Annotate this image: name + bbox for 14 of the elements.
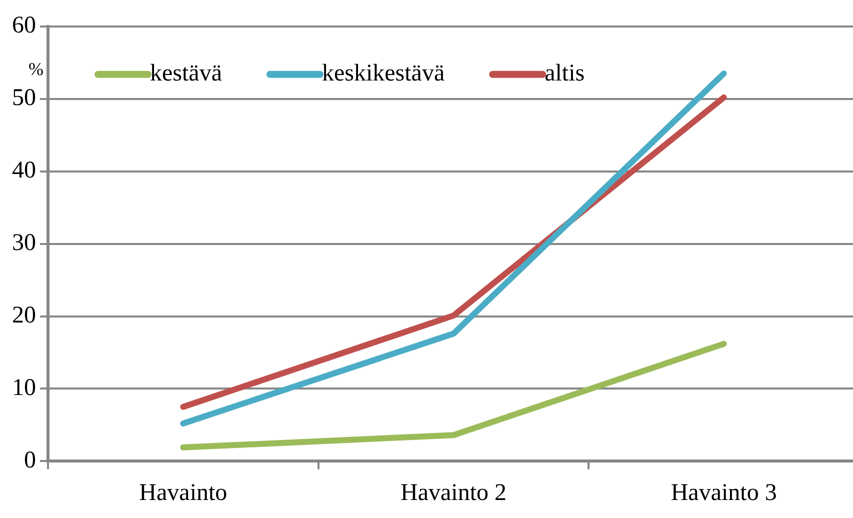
- legend-label: keskikestävä: [322, 60, 445, 87]
- legend-label: kestävä: [150, 60, 222, 87]
- x-tick-label: Havainto 3: [670, 480, 777, 506]
- y-tick-label: 0: [24, 447, 36, 474]
- x-tick-label: Havainto: [139, 480, 228, 506]
- y-tick-label: 40: [12, 158, 36, 184]
- x-tick-label: Havainto 2: [400, 480, 506, 506]
- y-tick-label: 30: [12, 230, 36, 256]
- y-tick-label: 50: [12, 85, 36, 112]
- y-tick-label: 10: [12, 375, 36, 402]
- y-tick-label: 20: [12, 302, 36, 329]
- y-tick-label: 60: [12, 12, 36, 39]
- y-axis-title: %: [28, 59, 44, 80]
- legend-label: altis: [544, 60, 585, 87]
